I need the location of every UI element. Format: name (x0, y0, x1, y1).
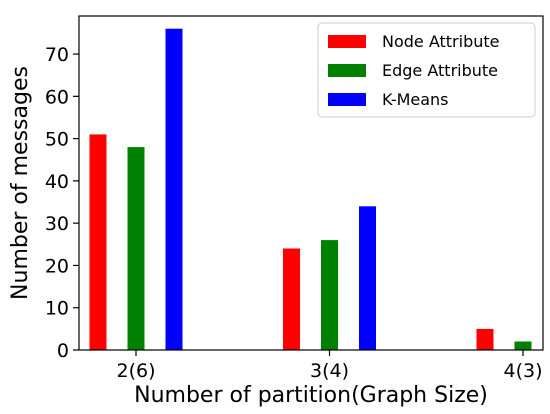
bars-group (89, 28, 532, 350)
y-tick-label: 20 (45, 255, 69, 277)
x-axis-title: Number of partition(Graph Size) (134, 383, 488, 408)
bar-edge-attribute-0 (127, 147, 145, 350)
x-axis-ticks: 2(6) 3(4) 4(3) (116, 350, 543, 382)
y-tick-label: 10 (45, 298, 69, 320)
bar-node-attribute-2 (476, 328, 494, 350)
legend: Node Attribute Edge Attribute K-Means (317, 22, 536, 118)
y-tick-label: 30 (45, 213, 69, 235)
bar-node-attribute-1 (283, 248, 300, 350)
bar-k-means-0 (165, 28, 183, 350)
y-tick-label: 60 (45, 86, 69, 108)
legend-frame (317, 22, 536, 118)
x-tick-label: 2(6) (116, 360, 155, 382)
legend-swatch-edge-attribute (328, 64, 366, 77)
bar-edge-attribute-1 (321, 240, 338, 350)
legend-label: Node Attribute (382, 32, 500, 51)
x-tick-label: 4(3) (503, 360, 542, 382)
y-axis-ticks: 0 10 20 30 40 50 60 70 (45, 44, 79, 362)
plot-frame (78, 15, 544, 351)
y-tick-label: 70 (45, 44, 69, 66)
legend-label: Edge Attribute (382, 61, 498, 80)
legend-swatch-k-means (328, 93, 366, 106)
bar-k-means-1 (359, 206, 376, 350)
y-tick-label: 40 (45, 171, 69, 193)
y-axis-title: Number of messages (8, 66, 33, 300)
bar-node-attribute-0 (89, 134, 107, 350)
legend-swatch-node-attribute (328, 35, 366, 48)
x-tick-label: 3(4) (310, 360, 349, 382)
legend-label: K-Means (382, 90, 449, 109)
y-tick-label: 50 (45, 129, 69, 151)
y-tick-label: 0 (57, 340, 69, 362)
bar-edge-attribute-2 (514, 341, 532, 350)
